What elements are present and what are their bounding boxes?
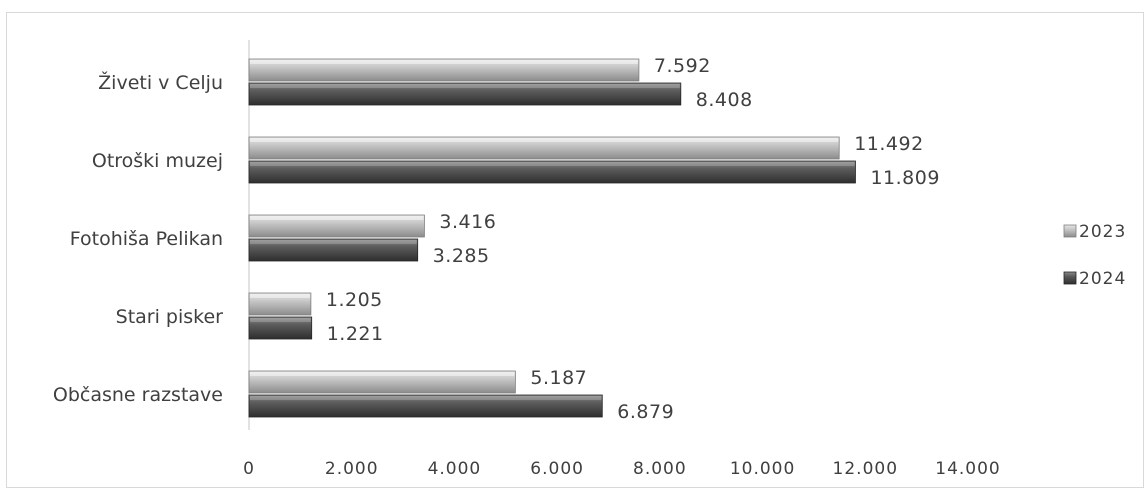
bar-highlight [250, 60, 638, 64]
x-tick-label: 0 [243, 459, 255, 479]
data-label: 3.416 [439, 211, 496, 233]
bar-highlight [250, 372, 515, 376]
data-label: 7.592 [654, 55, 711, 77]
x-tick-label: 8.000 [633, 459, 687, 479]
x-tick-label: 14.000 [935, 459, 1000, 479]
bar-highlight [250, 240, 417, 244]
category-label: Otroški muzej [92, 150, 223, 172]
bar-2024 [248, 160, 856, 184]
bar-highlight [250, 318, 311, 322]
bar-highlight [250, 216, 424, 220]
legend-swatch [1063, 224, 1077, 238]
category-label: Fotohiša Pelikan [70, 228, 223, 250]
bar-2023 [248, 370, 516, 394]
category-label: Živeti v Celju [98, 71, 223, 94]
data-label: 6.879 [617, 401, 674, 423]
x-tick-label: 10.000 [730, 459, 795, 479]
legend-label: 2023 [1079, 222, 1126, 242]
data-label: 1.221 [327, 323, 384, 345]
data-label: 5.187 [530, 367, 587, 389]
data-label: 11.492 [854, 133, 923, 155]
bar-highlight [250, 294, 310, 298]
bar-2024 [248, 238, 419, 262]
data-label: 11.809 [870, 167, 939, 189]
legend-item-2024: 2024 [1063, 269, 1126, 289]
bar-2023 [248, 214, 425, 238]
legend-label: 2024 [1079, 269, 1126, 289]
data-label: 1.205 [326, 289, 383, 311]
bar-highlight [250, 138, 839, 142]
category-label: Občasne razstave [53, 384, 223, 406]
data-label: 3.285 [433, 245, 490, 267]
legend-swatch [1063, 271, 1077, 285]
bar-2024 [248, 394, 603, 418]
x-tick-label: 4.000 [428, 459, 482, 479]
bar-2023 [248, 58, 640, 82]
bar-2023 [248, 136, 840, 160]
bar-2024 [248, 316, 313, 340]
bar-highlight [250, 396, 602, 400]
x-tick-label: 6.000 [530, 459, 584, 479]
x-tick-label: 12.000 [833, 459, 898, 479]
bar-highlight [250, 162, 855, 166]
x-tick-label: 2.000 [325, 459, 379, 479]
legend-item-2023: 2023 [1063, 222, 1126, 242]
data-label: 8.408 [696, 89, 753, 111]
bar-highlight [250, 84, 680, 88]
category-label: Stari pisker [116, 306, 224, 328]
bar-2023 [248, 292, 312, 316]
bar-2024 [248, 82, 682, 106]
